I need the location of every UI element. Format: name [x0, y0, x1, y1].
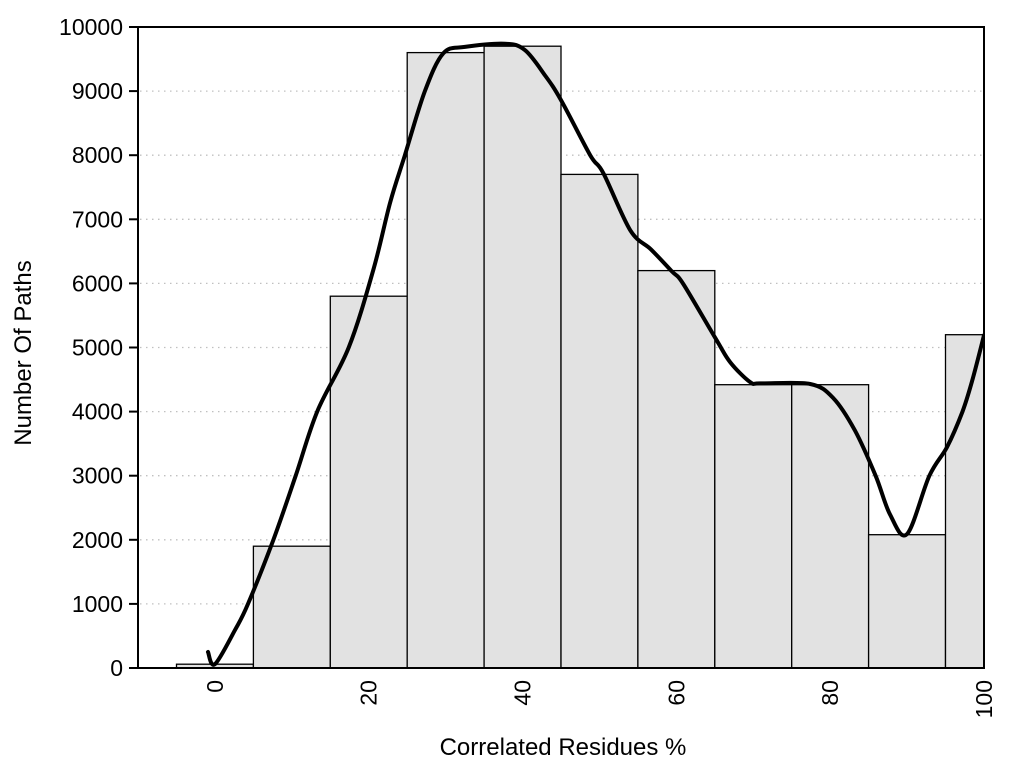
y-tick-label: 6000 [72, 270, 123, 296]
y-tick-label: 7000 [72, 206, 123, 232]
y-tick-label: 3000 [72, 463, 123, 489]
y-tick-label: 2000 [72, 527, 123, 553]
x-tick-label: 60 [663, 680, 689, 706]
x-tick-label: 20 [356, 680, 382, 706]
histogram-bar [944, 334, 985, 669]
histogram-bar [252, 545, 331, 669]
y-tick-label: 5000 [72, 335, 123, 361]
x-tick-label: 40 [510, 680, 536, 706]
histogram-bar [867, 534, 947, 669]
histogram-bar [637, 269, 716, 669]
y-tick-label: 8000 [72, 142, 123, 168]
x-tick-label: 0 [202, 680, 228, 693]
histogram-bar [560, 173, 639, 669]
histogram-bar [791, 384, 870, 669]
y-tick-label: 4000 [72, 399, 123, 425]
y-tick-label: 0 [110, 655, 123, 681]
histogram-bar [714, 384, 793, 669]
histogram-bar [329, 295, 408, 669]
y-tick-label: 9000 [72, 78, 123, 104]
histogram-bar [406, 51, 485, 669]
y-tick-label: 10000 [59, 14, 123, 40]
y-axis-title: Number Of Paths [10, 260, 37, 446]
histogram-bar [483, 45, 562, 669]
density-curve [206, 41, 984, 667]
y-tick-label: 1000 [72, 591, 123, 617]
x-tick-label: 80 [817, 680, 843, 706]
x-axis-title: Correlated Residues % [439, 734, 687, 761]
x-tick-label: 100 [971, 680, 997, 718]
